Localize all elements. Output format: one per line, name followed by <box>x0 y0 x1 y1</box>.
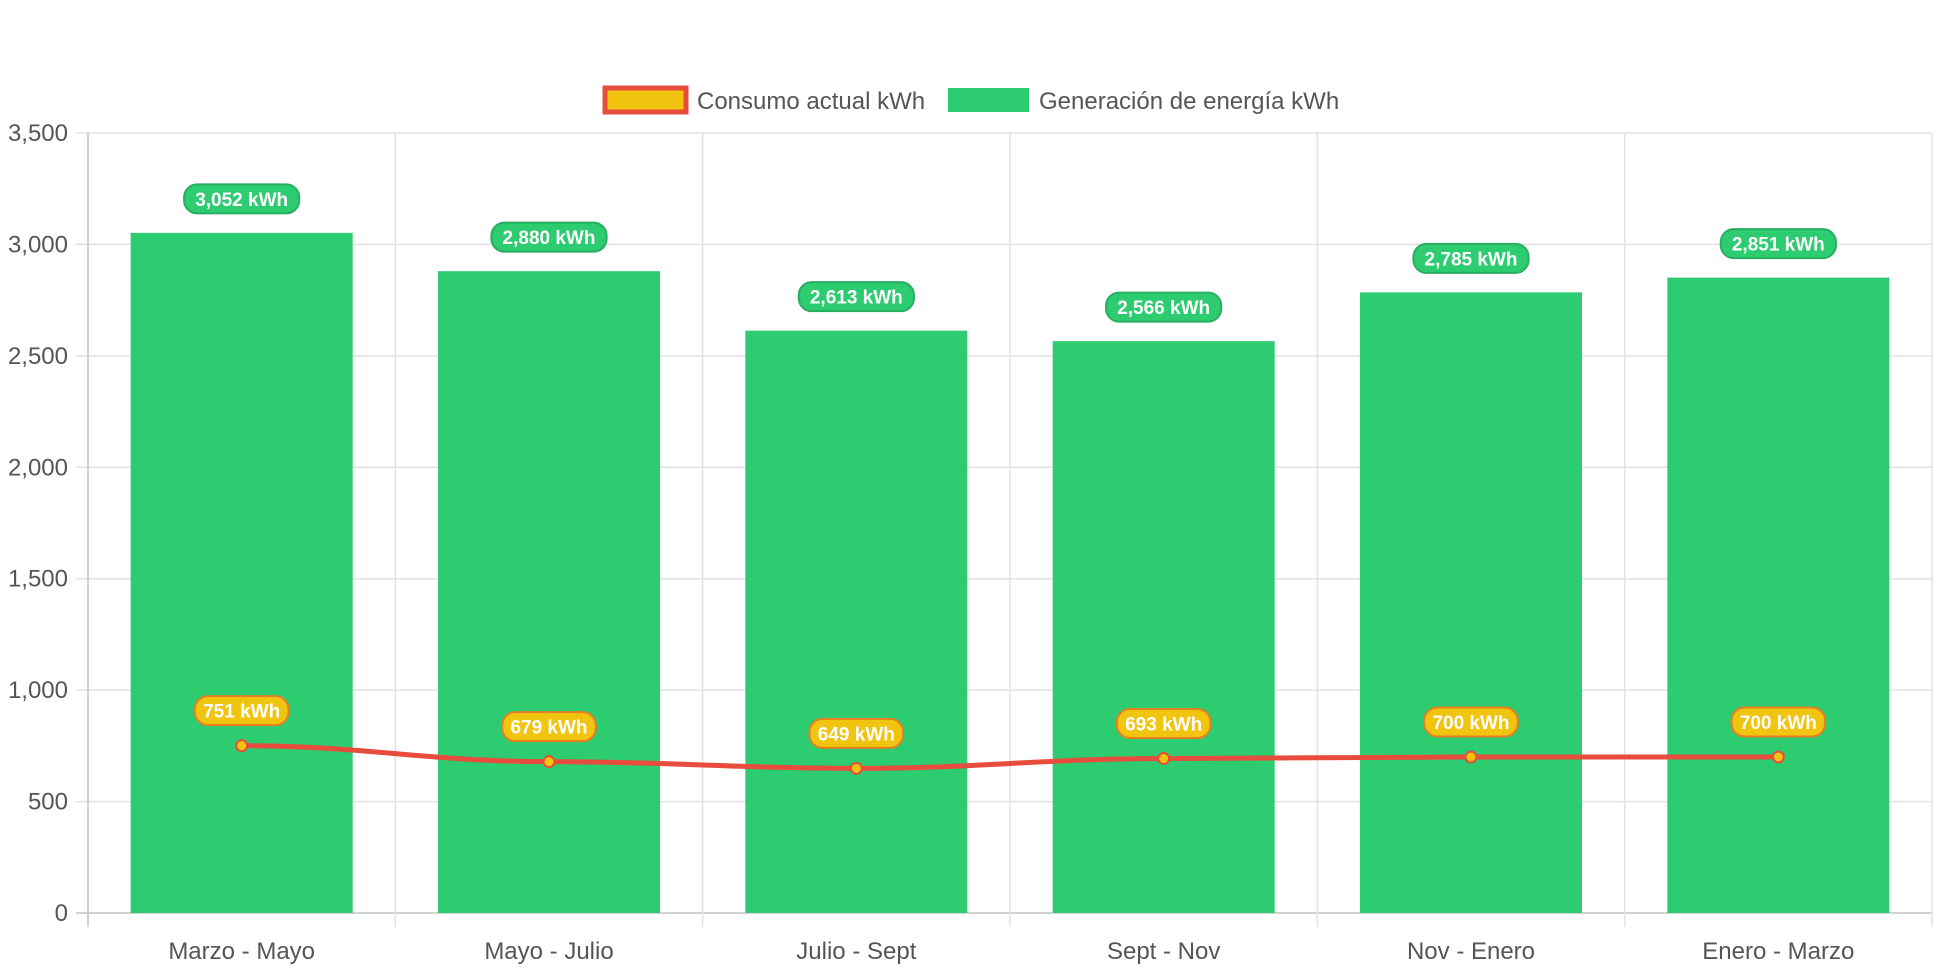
label-layer: 3,052 kWh 2,880 kWh 2,613 kWh 2,566 kWh 2,78… <box>183 183 1837 749</box>
x-tick-label: Sept - Nov <box>1107 938 1220 965</box>
generation-bar[interactable] <box>130 232 353 914</box>
generation-bar[interactable] <box>1052 341 1275 913</box>
y-tick-label: 3,000 <box>8 231 68 258</box>
generation-bar[interactable] <box>745 330 968 913</box>
generation-data-label-bg <box>1412 242 1530 274</box>
y-tick-label: 0 <box>55 900 68 927</box>
generation-data-label-bg <box>490 221 608 253</box>
consumption-point[interactable] <box>1464 750 1478 764</box>
y-tick-label: 1,500 <box>8 566 68 593</box>
generation-data-label: 3,052 kWh <box>195 190 288 211</box>
y-tick-label: 2,000 <box>8 454 68 481</box>
y-tick-label: 500 <box>28 789 68 816</box>
generation-data-label: 2,613 kWh <box>810 288 903 309</box>
x-tick-label: Enero - Marzo <box>1702 938 1854 965</box>
y-tick-label: 2,500 <box>8 343 68 370</box>
legend-swatch-consumption <box>602 85 689 115</box>
consumption-point[interactable] <box>1771 750 1785 764</box>
consumption-point[interactable] <box>235 739 249 753</box>
consumption-data-label: 751 kWh <box>203 702 280 723</box>
legend-swatch-generation <box>948 88 1029 112</box>
consumption-data-label-bg <box>808 717 905 749</box>
generation-data-label-bg <box>183 183 301 215</box>
legend[interactable]: Consumo actual kWh Generación de energía … <box>602 85 1339 115</box>
generation-data-label: 2,566 kWh <box>1117 298 1210 319</box>
consumption-data-label: 693 kWh <box>1125 715 1202 736</box>
line-layer <box>235 739 1785 775</box>
x-tick-label: Mayo - Julio <box>484 938 613 965</box>
consumption-data-label-bg <box>193 695 290 727</box>
grid-layer: 0 500 1,000 1,500 2,000 2,500 3,000 3,500 Marzo … <box>8 120 1933 965</box>
x-tick-label: Marzo - Mayo <box>168 938 315 965</box>
consumption-data-label-bg <box>1423 706 1519 738</box>
consumption-data-label-bg <box>1730 706 1827 738</box>
legend-label-consumption[interactable]: Consumo actual kWh <box>697 88 925 115</box>
consumption-data-label: 700 kWh <box>1432 713 1509 734</box>
consumption-data-label-bg <box>501 711 597 743</box>
consumption-point[interactable] <box>849 761 863 775</box>
consumption-point[interactable] <box>1157 752 1171 766</box>
generation-data-label-bg <box>1105 291 1223 323</box>
generation-data-label: 2,785 kWh <box>1425 249 1518 270</box>
x-tick-label: Julio - Sept <box>796 938 916 965</box>
generation-data-label: 2,880 kWh <box>503 228 596 249</box>
consumption-data-label-bg <box>1115 708 1212 740</box>
consumption-data-label: 649 kWh <box>818 724 895 745</box>
y-tick-label: 1,000 <box>8 677 68 704</box>
consumption-data-label: 679 kWh <box>510 718 587 739</box>
generation-data-label: 2,851 kWh <box>1732 235 1825 256</box>
consumption-point[interactable] <box>542 755 556 769</box>
consumption-line <box>241 743 1779 771</box>
legend-label-generation[interactable]: Generación de energía kWh <box>1039 88 1339 115</box>
generation-data-label-bg <box>1719 228 1837 260</box>
generation-bar[interactable] <box>1360 292 1582 913</box>
generation-bar[interactable] <box>438 271 660 914</box>
x-tick-label: Nov - Enero <box>1407 938 1535 965</box>
y-tick-label: 3,500 <box>8 120 68 147</box>
bar-layer <box>130 232 1890 914</box>
consumption-data-label: 700 kWh <box>1740 713 1817 734</box>
generation-bar[interactable] <box>1667 277 1890 913</box>
generation-data-label-bg <box>797 281 915 313</box>
